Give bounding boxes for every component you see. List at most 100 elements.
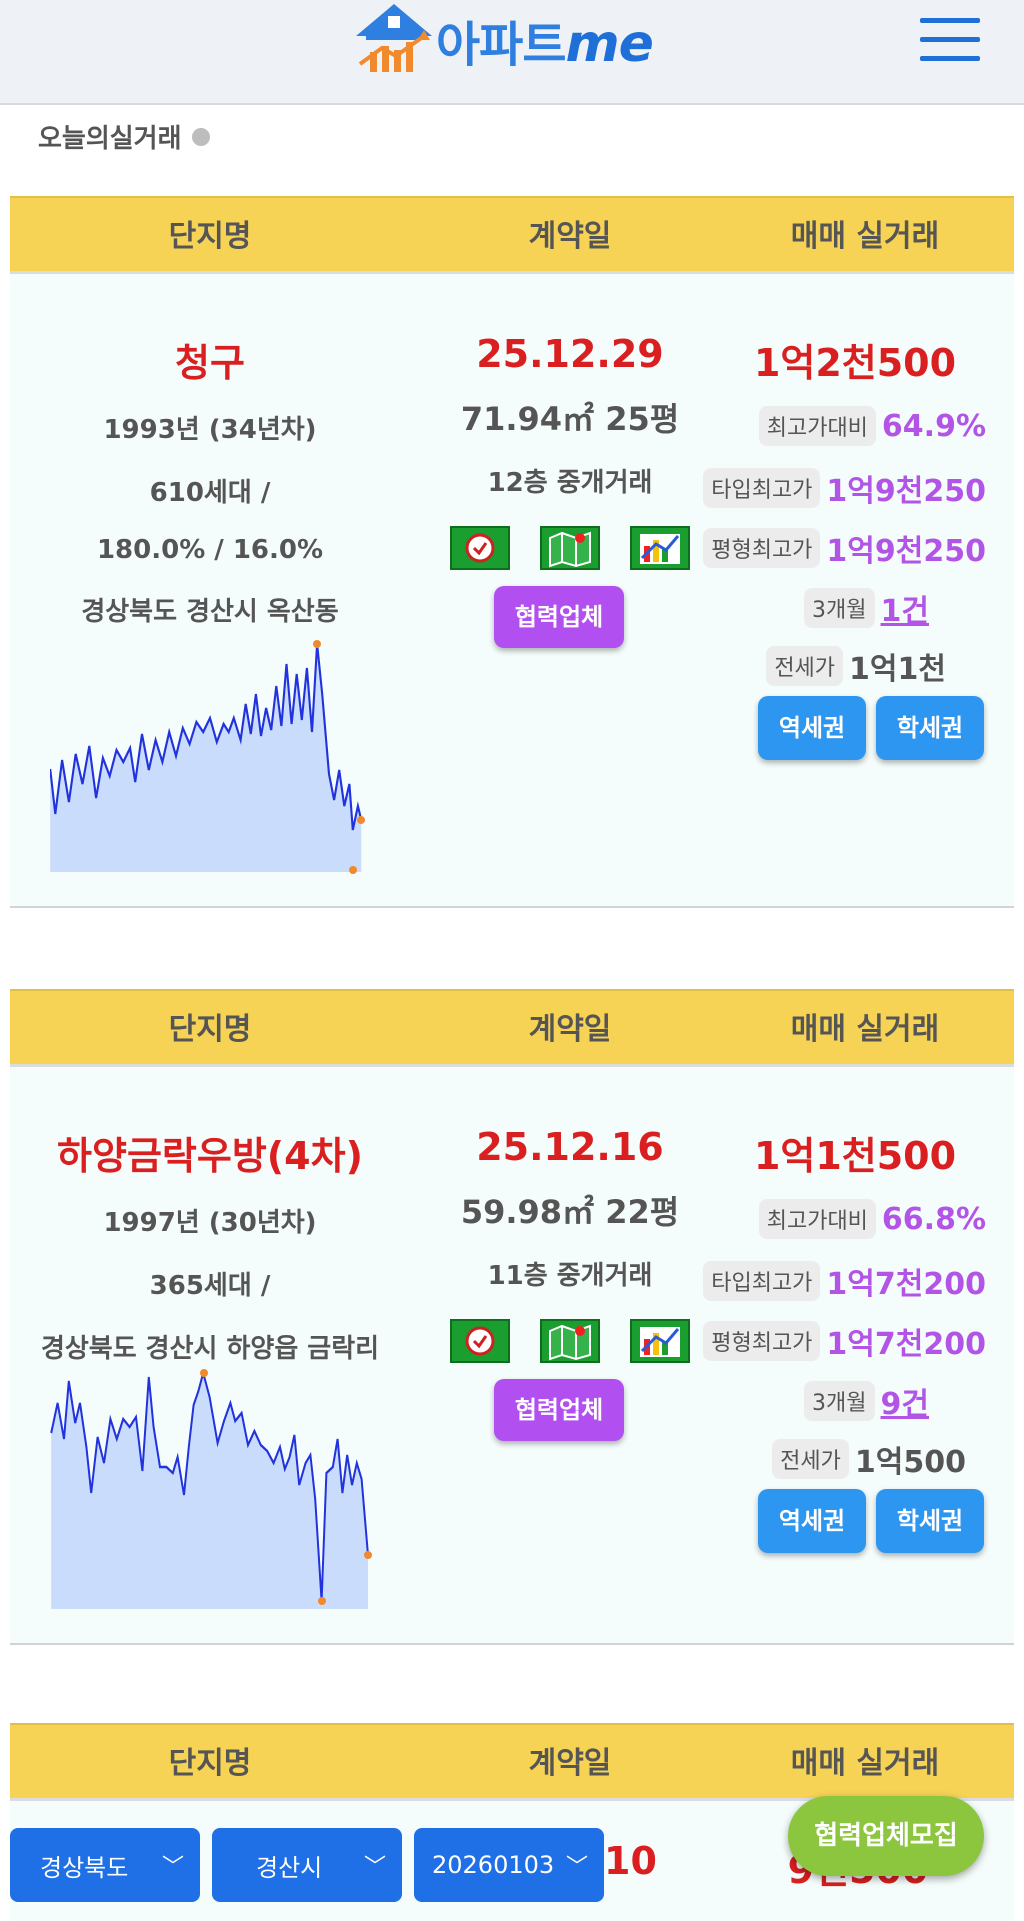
tag-label: 평형최고가 xyxy=(703,528,821,568)
tag-value: 64.9% xyxy=(881,408,986,444)
station-area-button[interactable]: 역세권 xyxy=(758,696,866,760)
header-price: 매매 실거래 xyxy=(790,1746,940,1781)
logo-text: 아파트me xyxy=(436,14,654,74)
date-value: 20260103 xyxy=(432,1851,555,1879)
table-header: 단지명 계약일 매매 실거래 xyxy=(10,196,1014,274)
listing-body: 하양금락우방(4차) 1997년 (30년차) 365세대 / 경상북도 경산시… xyxy=(10,1067,1014,1645)
tag-label: 3개월 xyxy=(804,1381,875,1421)
header-date: 계약일 xyxy=(528,219,612,254)
jeonse-row: 전세가 1억1천 xyxy=(766,644,946,688)
trade-price: 1억1천500 xyxy=(753,1134,957,1178)
three-month-row: 3개월 1건 xyxy=(804,586,929,630)
header-date: 계약일 xyxy=(528,1746,612,1781)
city-value: 경산시 xyxy=(256,1853,323,1882)
clock-icon[interactable] xyxy=(450,1319,510,1363)
floor-area-ratio: 180.0% / 16.0% xyxy=(96,535,324,565)
chevron-down-icon: ﹀ xyxy=(363,1855,386,1880)
app-logo[interactable]: 아파트me xyxy=(352,0,654,80)
area-size: 59.98㎡ 22평 xyxy=(460,1193,680,1231)
header-date: 계약일 xyxy=(528,1012,612,1047)
chevron-down-icon: ﹀ xyxy=(161,1855,184,1880)
households: 610세대 / xyxy=(149,478,271,508)
header-name: 단지명 xyxy=(168,219,252,254)
date-select[interactable]: 20260103 ﹀ xyxy=(414,1828,604,1902)
partner-button[interactable]: 협력업체 xyxy=(494,586,624,648)
tag-label: 전세가 xyxy=(772,1439,849,1479)
price-history-chart[interactable] xyxy=(50,1363,380,1623)
tag-label: 3개월 xyxy=(804,588,875,628)
table-header: 단지명 계약일 매매 실거래 xyxy=(10,1723,1014,1801)
map-icon[interactable] xyxy=(540,1319,600,1363)
type-max-row: 타입최고가 1억7천200 xyxy=(703,1259,986,1303)
tag-label: 평형최고가 xyxy=(703,1321,821,1361)
listing-name-col: 청구 1993년 (34년차) 610세대 / 180.0% / 16.0% 경… xyxy=(10,332,410,628)
three-month-row: 3개월 9건 xyxy=(804,1379,929,1423)
listing-date-col: 25.12.16 59.98㎡ 22평 11층 중개거래 xyxy=(410,1125,730,1292)
jeonse-price: 1억500 xyxy=(854,1445,966,1480)
tag-label: 타입최고가 xyxy=(703,1261,821,1301)
chart-icon[interactable] xyxy=(630,1319,690,1363)
status-dot-icon xyxy=(191,127,210,146)
listing-price-col: 1억2천500 xyxy=(715,332,1015,387)
header-name: 단지명 xyxy=(168,1012,252,1047)
map-icon[interactable] xyxy=(540,526,600,570)
province-value: 경상북도 xyxy=(40,1853,129,1882)
chart-icon[interactable] xyxy=(630,526,690,570)
area-size: 71.94㎡ 25평 xyxy=(460,400,680,438)
price-vs-max-row: 최고가대비 66.8% xyxy=(758,1199,986,1239)
floor-info: 12층 중개거래 xyxy=(487,468,653,498)
header-price: 매매 실거래 xyxy=(790,1012,940,1047)
jeonse-price: 1억1천 xyxy=(849,652,946,687)
clock-icon[interactable] xyxy=(450,526,510,570)
app-header: 아파트me xyxy=(0,0,1024,105)
header-name: 단지명 xyxy=(168,1746,252,1781)
tag-value: 1억7천200 xyxy=(826,1267,986,1302)
tag-label: 최고가대비 xyxy=(758,406,876,446)
action-icons xyxy=(450,1319,690,1363)
menu-icon[interactable] xyxy=(920,18,980,62)
house-chart-icon xyxy=(356,4,432,72)
households: 365세대 / xyxy=(149,1271,271,1301)
apartment-name[interactable]: 하양금락우방(4차) xyxy=(57,1134,363,1178)
type-max-row: 타입최고가 1억9천250 xyxy=(703,466,986,510)
listing-date-col: 25.12.29 71.94㎡ 25평 12층 중개거래 xyxy=(410,332,730,499)
tag-label: 전세가 xyxy=(766,646,844,686)
contract-date: 25.12.16 xyxy=(476,1125,664,1169)
listing-price-col: 1억1천500 xyxy=(715,1125,1015,1180)
table-header: 단지명 계약일 매매 실거래 xyxy=(10,989,1014,1067)
header-price: 매매 실거래 xyxy=(790,219,940,254)
listing-name-col: 하양금락우방(4차) 1997년 (30년차) 365세대 / 경상북도 경산시… xyxy=(10,1125,410,1365)
tag-value: 1억7천200 xyxy=(826,1327,986,1362)
trade-count-link[interactable]: 9건 xyxy=(880,1387,929,1422)
trade-price: 1억2천500 xyxy=(753,341,957,385)
apartment-name[interactable]: 청구 xyxy=(175,341,245,385)
partner-recruit-button[interactable]: 협력업체모집 xyxy=(788,1796,984,1876)
school-area-button[interactable]: 학세권 xyxy=(876,696,984,760)
build-year: 1997년 (30년차) xyxy=(103,1208,317,1238)
area-buttons: 역세권 학세권 xyxy=(758,1489,984,1553)
floor-info: 11층 중개거래 xyxy=(487,1261,653,1291)
size-max-row: 평형최고가 1억9천250 xyxy=(703,526,986,570)
area-buttons: 역세권 학세권 xyxy=(758,696,984,760)
tag-value: 1억9천250 xyxy=(826,534,986,569)
station-area-button[interactable]: 역세권 xyxy=(758,1489,866,1553)
listing-body: 청구 1993년 (34년차) 610세대 / 180.0% / 16.0% 경… xyxy=(10,274,1014,908)
price-history-chart[interactable] xyxy=(50,634,380,884)
tag-label: 타입최고가 xyxy=(703,468,821,508)
trade-count-link[interactable]: 1건 xyxy=(880,594,929,629)
province-select[interactable]: 경상북도 ﹀ xyxy=(10,1828,200,1902)
school-area-button[interactable]: 학세권 xyxy=(876,1489,984,1553)
jeonse-row: 전세가 1억500 xyxy=(772,1437,966,1481)
chevron-down-icon: ﹀ xyxy=(565,1855,588,1880)
address: 경상북도 경산시 옥산동 xyxy=(81,597,339,627)
partner-button[interactable]: 협력업체 xyxy=(494,1379,624,1441)
tag-value: 1억9천250 xyxy=(826,474,986,509)
size-max-row: 평형최고가 1억7천200 xyxy=(703,1319,986,1363)
price-vs-max-row: 최고가대비 64.9% xyxy=(758,406,986,446)
contract-date: 10 xyxy=(604,1839,657,1883)
tag-value: 66.8% xyxy=(881,1201,986,1237)
city-select[interactable]: 경산시 ﹀ xyxy=(212,1828,402,1902)
address: 경상북도 경산시 하양읍 금락리 xyxy=(40,1334,380,1364)
filter-bar: 경상북도 ﹀ 경산시 ﹀ 20260103 ﹀ xyxy=(10,1828,604,1902)
contract-date: 25.12.29 xyxy=(476,332,664,376)
